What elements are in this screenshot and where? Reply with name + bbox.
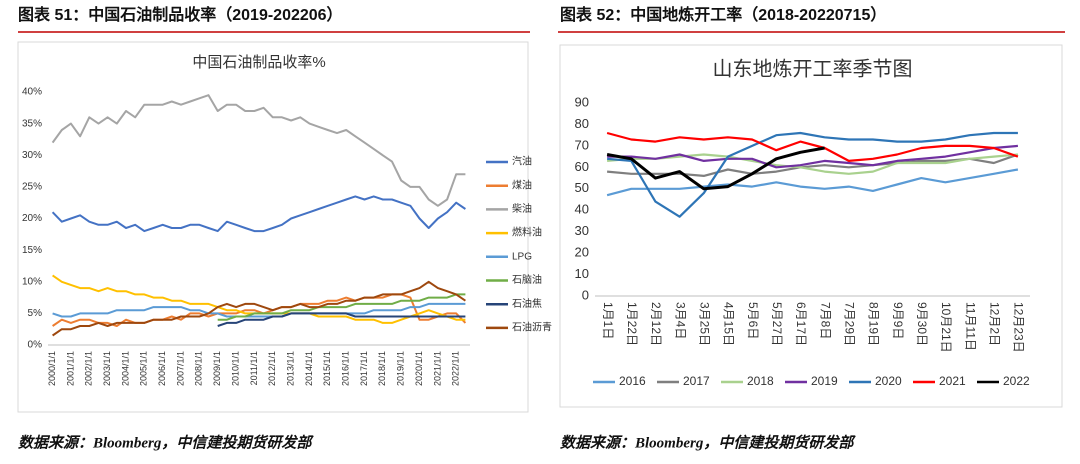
series-line — [52, 302, 466, 318]
legend-label: 石脑油 — [512, 273, 542, 286]
y-tick-label: 25% — [22, 182, 42, 193]
y-tick-label: 20% — [22, 213, 42, 224]
y-tick-label: 80 — [575, 116, 589, 131]
legend-label: 石油沥青 — [512, 321, 552, 334]
x-tick-label: 2012/1/1 — [267, 351, 277, 386]
x-tick-label: 10月21日 — [939, 302, 953, 353]
series-line — [217, 312, 466, 327]
series-line — [607, 153, 1018, 175]
x-tick-label: 9月30日 — [915, 302, 929, 346]
x-tick-label: 2005/1/1 — [139, 351, 149, 386]
x-tick-label: 2003/1/1 — [102, 351, 112, 386]
source: 数据来源：Bloomberg，中信建投期货研发部 — [18, 433, 314, 451]
legend-label: 2017 — [683, 374, 710, 388]
y-tick-label: 40% — [22, 87, 42, 98]
legend-label: 石油焦 — [512, 297, 542, 310]
y-tick-label: 10 — [575, 266, 589, 281]
x-tick-label: 2014/1/1 — [304, 351, 314, 386]
x-tick-label: 2月12日 — [649, 302, 663, 346]
x-tick-label: 8月19日 — [867, 302, 881, 346]
chart-title: 山东地炼开工率季节图 — [713, 57, 913, 80]
x-tick-label: 2015/1/1 — [322, 351, 332, 386]
y-tick-label: 30% — [22, 150, 42, 161]
x-tick-label: 2001/1/1 — [65, 351, 75, 386]
series-line — [217, 293, 466, 321]
caption: 图表 52：中国地炼开工率（2018-20220715） — [560, 5, 886, 24]
legend-label: 2022 — [1003, 374, 1030, 388]
x-tick-label: 2019/1/1 — [396, 351, 406, 386]
chart-title: 中国石油制品收率% — [192, 54, 325, 71]
x-tick-label: 12月2日 — [988, 302, 1002, 346]
x-tick-label: 2016/1/1 — [341, 351, 351, 386]
y-tick-label: 0% — [28, 340, 43, 351]
x-tick-label: 2020/1/1 — [414, 351, 424, 386]
legend-label: 2019 — [811, 374, 838, 388]
source: 数据来源：Bloomberg，中信建投期货研发部 — [560, 433, 856, 451]
series-line — [606, 168, 1019, 197]
x-tick-label: 9月9日 — [891, 302, 905, 339]
x-tick-label: 3月25日 — [698, 302, 712, 346]
x-tick-label: 1月22日 — [625, 302, 639, 346]
legend-label: 2020 — [875, 374, 902, 388]
y-tick-label: 15% — [22, 245, 42, 256]
x-tick-label: 2017/1/1 — [359, 351, 369, 386]
x-tick-label: 6月17日 — [794, 302, 808, 346]
x-tick-label: 2002/1/1 — [84, 351, 94, 386]
x-tick-label: 2011/1/1 — [249, 351, 259, 385]
x-tick-label: 2007/1/1 — [175, 351, 185, 386]
y-tick-label: 60 — [575, 159, 589, 174]
x-tick-label: 3月4日 — [673, 302, 687, 339]
legend-label: 2021 — [939, 374, 966, 388]
series-line — [606, 146, 825, 191]
legend-label: 2018 — [747, 374, 774, 388]
x-tick-label: 5月6日 — [746, 302, 760, 339]
y-tick-label: 35% — [22, 118, 42, 129]
series-line — [51, 195, 466, 233]
series-line — [607, 144, 1018, 169]
legend-label: LPG — [512, 251, 532, 262]
y-tick-label: 70 — [575, 137, 589, 152]
x-tick-label: 2004/1/1 — [120, 351, 130, 386]
x-tick-label: 5月27日 — [770, 302, 784, 346]
x-tick-label: 12月23日 — [1012, 302, 1026, 353]
x-tick-label: 7月29日 — [843, 302, 857, 346]
y-tick-label: 0 — [582, 287, 589, 302]
y-tick-label: 50 — [575, 180, 589, 195]
legend-label: 汽油 — [512, 155, 532, 168]
x-tick-label: 11月11日 — [963, 302, 977, 351]
x-tick-label: 7月8日 — [818, 302, 832, 339]
x-tick-label: 4月15日 — [722, 302, 736, 346]
x-tick-label: 2009/1/1 — [212, 351, 222, 386]
x-tick-label: 2010/1/1 — [230, 351, 240, 386]
legend-label: 燃料油 — [512, 226, 542, 239]
x-tick-label: 2008/1/1 — [194, 351, 204, 386]
caption: 图表 51：中国石油制品收率（2019-202206） — [18, 5, 343, 24]
series-line — [606, 131, 1019, 162]
y-tick-label: 90 — [575, 94, 589, 109]
y-tick-label: 30 — [575, 223, 589, 238]
x-tick-label: 2006/1/1 — [157, 351, 167, 386]
legend-label: 柴油 — [512, 202, 532, 215]
x-tick-label: 2018/1/1 — [377, 351, 387, 386]
y-tick-label: 20 — [575, 245, 589, 260]
series-line — [52, 280, 466, 337]
x-tick-label: 2013/1/1 — [285, 351, 295, 386]
x-tick-label: 1月1日 — [601, 302, 615, 339]
x-tick-label: 2000/1/1 — [47, 351, 57, 386]
x-tick-label: 2022/1/1 — [451, 351, 461, 386]
x-tick-label: 2021/1/1 — [432, 351, 442, 386]
legend-label: 煤油 — [512, 178, 532, 191]
y-tick-label: 40 — [575, 202, 589, 217]
series-line — [51, 94, 466, 207]
chart-frame — [559, 44, 1063, 408]
series-line — [607, 131, 1018, 218]
y-tick-label: 5% — [28, 308, 43, 319]
y-tick-label: 10% — [22, 276, 42, 287]
legend-label: 2016 — [619, 374, 646, 388]
